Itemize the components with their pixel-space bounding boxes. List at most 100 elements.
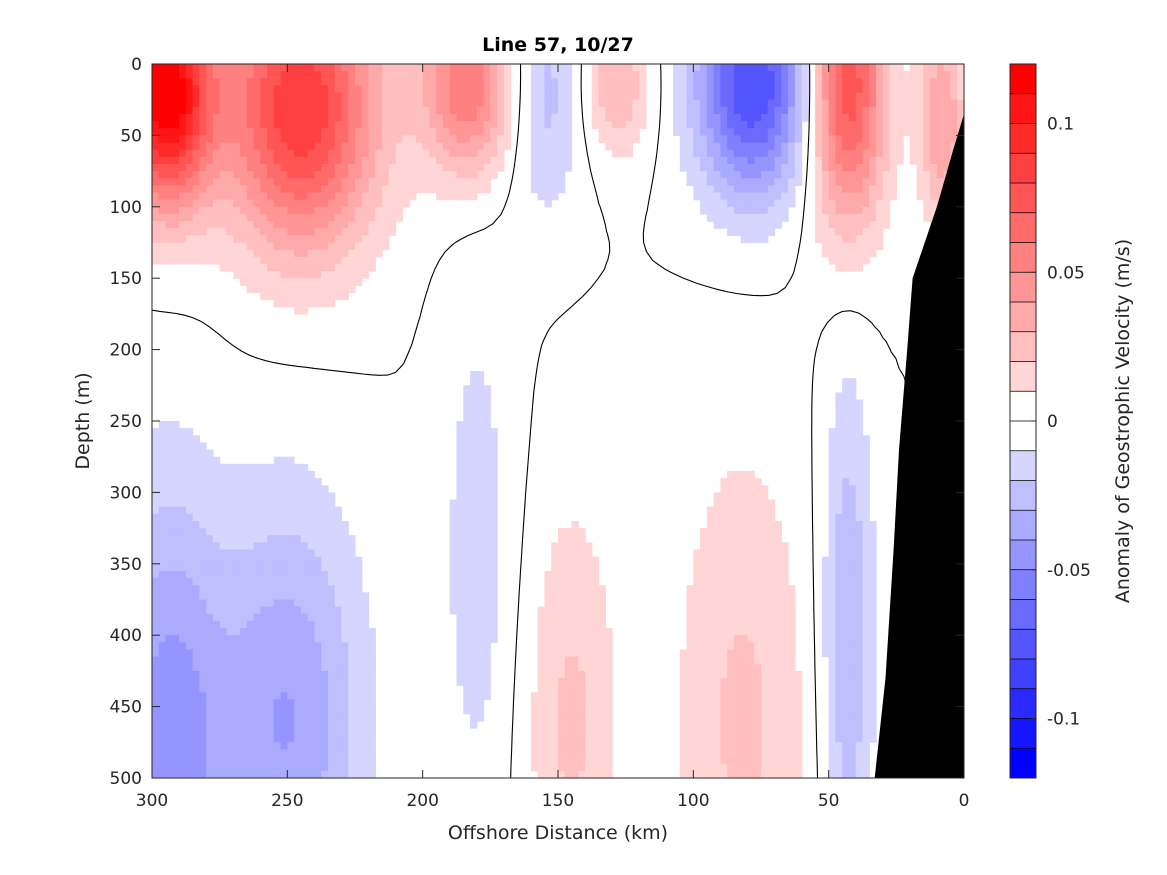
- field-cell: [463, 535, 471, 543]
- field-cell: [273, 499, 282, 508]
- field-cell: [172, 156, 180, 165]
- field-cell: [375, 78, 383, 87]
- field-cell: [355, 685, 363, 693]
- field-cell: [564, 692, 573, 701]
- field-cell: [713, 613, 721, 622]
- field-cell: [314, 628, 322, 636]
- field-cell: [605, 113, 613, 122]
- field-cell: [314, 256, 322, 265]
- field-cell: [740, 549, 749, 558]
- field-cell: [192, 642, 200, 651]
- field-cell: [361, 670, 370, 679]
- field-cell: [774, 199, 782, 208]
- field-cell: [246, 620, 255, 629]
- field-cell: [375, 149, 383, 158]
- field-cell: [226, 549, 234, 558]
- field-cell: [761, 228, 769, 236]
- field-cell: [314, 235, 322, 244]
- field-cell: [294, 592, 302, 601]
- field-cell: [842, 463, 850, 472]
- field-cell: [747, 549, 755, 558]
- field-cell: [578, 685, 586, 693]
- field-cell: [754, 106, 762, 115]
- field-cell: [409, 185, 417, 194]
- field-cell: [544, 106, 552, 115]
- field-cell: [233, 720, 241, 729]
- field-cell: [185, 720, 194, 729]
- field-cell: [720, 670, 728, 679]
- field-cell: [233, 706, 241, 715]
- field-cell: [226, 135, 234, 144]
- field-cell: [192, 499, 200, 508]
- field-cell: [415, 92, 424, 101]
- field-cell: [314, 635, 322, 643]
- field-cell: [219, 171, 228, 179]
- field-cell: [280, 763, 288, 772]
- field-cell: [835, 728, 843, 736]
- field-cell: [314, 192, 322, 201]
- field-cell: [544, 706, 552, 715]
- field-cell: [558, 678, 566, 686]
- field-cell: [246, 485, 255, 493]
- field-cell: [199, 506, 207, 515]
- field-cell: [314, 128, 322, 136]
- field-cell: [740, 628, 749, 636]
- field-cell: [179, 720, 187, 729]
- field-cell: [754, 213, 762, 222]
- field-cell: [706, 106, 715, 115]
- field-cell: [294, 71, 302, 79]
- field-cell: [273, 221, 282, 229]
- field-cell: [578, 535, 586, 543]
- field-cell: [761, 506, 769, 515]
- field-cell: [307, 656, 315, 665]
- field-cell: [490, 578, 498, 586]
- field-cell: [598, 635, 606, 643]
- field-cell: [334, 592, 343, 601]
- field-cell: [564, 106, 573, 115]
- field-cell: [361, 235, 370, 244]
- field-cell: [287, 163, 295, 172]
- field-cell: [815, 128, 823, 136]
- field-cell: [720, 92, 728, 101]
- field-cell: [355, 635, 363, 643]
- field-cell: [212, 635, 221, 643]
- field-cell: [544, 635, 552, 643]
- field-cell: [158, 213, 167, 222]
- field-cell: [686, 706, 694, 715]
- field-cell: [165, 770, 173, 778]
- field-cell: [436, 163, 444, 172]
- field-cell: [727, 728, 735, 736]
- field-cell: [341, 606, 349, 615]
- field-cell: [273, 128, 282, 136]
- field-cell: [179, 592, 187, 601]
- field-cell: [788, 685, 796, 693]
- field-cell: [361, 713, 370, 722]
- field-cell: [165, 135, 173, 144]
- field-cell: [774, 678, 782, 686]
- field-cell: [280, 278, 288, 286]
- field-cell: [679, 663, 688, 672]
- field-cell: [551, 749, 559, 758]
- field-cell: [605, 92, 613, 101]
- field-cell: [490, 606, 498, 615]
- field-cell: [172, 242, 180, 251]
- field-cell: [490, 563, 498, 572]
- field-cell: [327, 235, 336, 244]
- field-cell: [361, 156, 370, 165]
- field-cell: [280, 199, 288, 208]
- field-cell: [260, 78, 268, 87]
- field-cell: [307, 99, 315, 108]
- field-cell: [442, 149, 451, 158]
- field-cell: [794, 670, 803, 679]
- field-cell: [842, 520, 850, 529]
- field-cell: [591, 578, 600, 586]
- field-cell: [483, 585, 491, 593]
- field-cell: [476, 406, 485, 415]
- field-cell: [152, 506, 160, 515]
- field-cell: [152, 535, 160, 543]
- field-cell: [706, 556, 715, 565]
- field-cell: [693, 142, 701, 151]
- field-cell: [226, 171, 234, 179]
- field-cell: [415, 178, 424, 186]
- field-cell: [192, 506, 200, 515]
